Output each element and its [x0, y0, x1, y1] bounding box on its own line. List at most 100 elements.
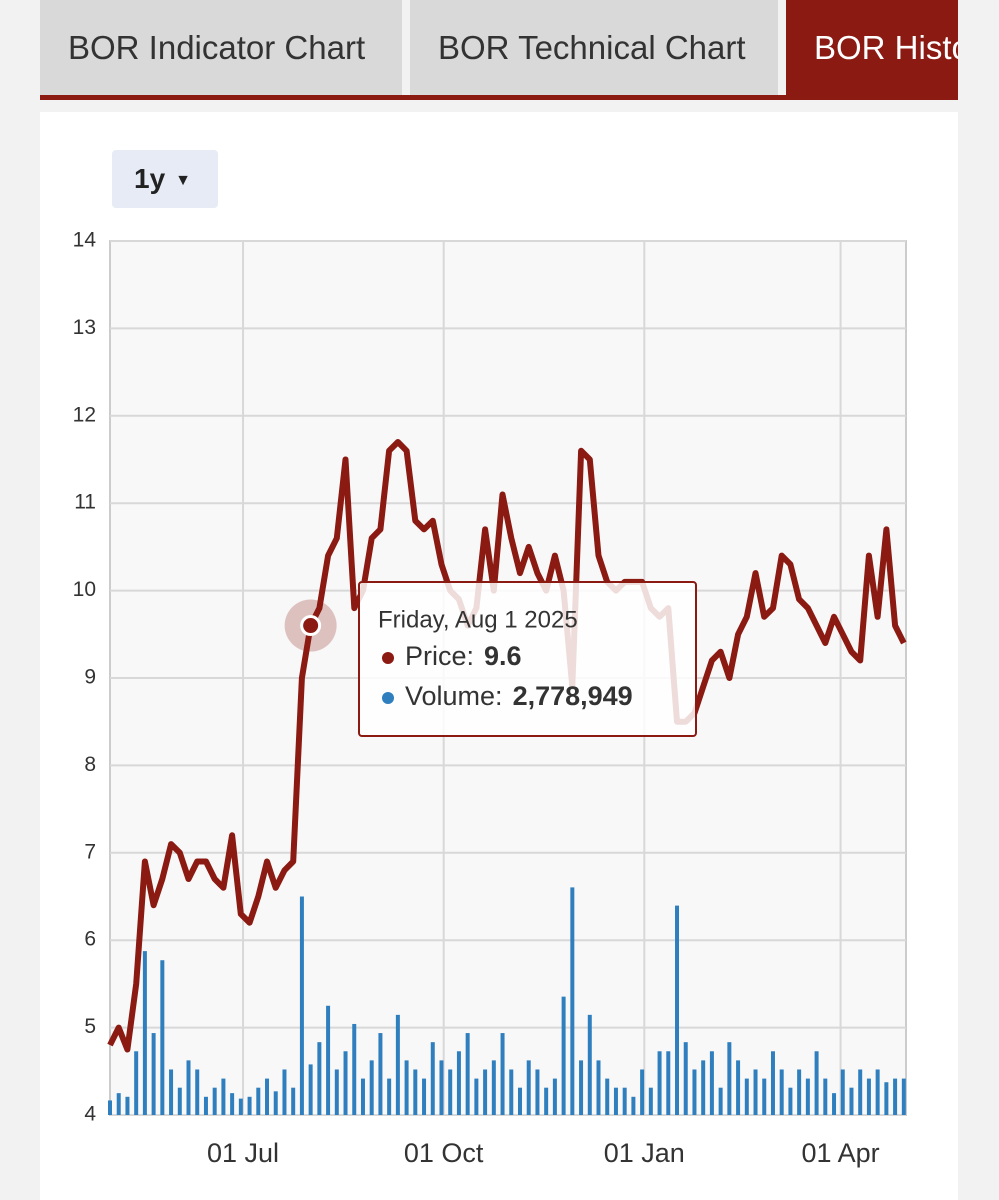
price-line [107, 439, 907, 1053]
volume-bar [317, 1042, 322, 1115]
volume-bar [387, 1078, 392, 1115]
volume-bar [134, 1051, 139, 1115]
volume-bar [456, 1051, 461, 1115]
volume-bar [186, 1060, 191, 1115]
tooltip-label: Volume: [405, 681, 503, 711]
volume-bar [360, 1078, 365, 1115]
volume-bar [657, 1051, 662, 1115]
volume-bar [893, 1078, 898, 1115]
tab-active[interactable]: BOR Histo [786, 0, 958, 95]
volume-bar [570, 887, 575, 1115]
volume-bar [832, 1093, 837, 1115]
volume-bar [709, 1051, 714, 1115]
volume-bar [291, 1087, 296, 1115]
volume-bar [701, 1060, 706, 1115]
volume-bar [692, 1069, 697, 1115]
volume-bar [744, 1078, 749, 1115]
volume-bar [378, 1033, 383, 1115]
volume-bar [256, 1087, 261, 1115]
volume-bar [177, 1087, 182, 1115]
tooltip: Friday, Aug 1 2025 Price: 9.6 Volume: 2,778,… [358, 581, 697, 737]
volume-bar [108, 1100, 112, 1115]
volume-bar [640, 1069, 645, 1115]
volume-bar [439, 1060, 444, 1115]
volume-bar [465, 1033, 470, 1115]
volume-bar [727, 1042, 732, 1115]
volume-bar [858, 1069, 863, 1115]
volume-bar [326, 1005, 331, 1115]
tooltip-value: 9.6 [484, 641, 522, 671]
volume-bar [805, 1078, 810, 1115]
y-tick-label: 14 [73, 229, 97, 252]
range-button[interactable]: 1y ▼ [112, 150, 218, 208]
volume-bar [666, 1051, 671, 1115]
y-tick-label: 12 [73, 403, 96, 426]
volume-bar [535, 1069, 540, 1115]
volume-bar [483, 1069, 488, 1115]
volume-bar [343, 1051, 348, 1115]
volume-bar [718, 1087, 723, 1115]
volume-bar [544, 1087, 549, 1115]
volume-bar [762, 1078, 767, 1115]
volume-bar [238, 1098, 243, 1115]
dropdown-arrow: ▼ [175, 171, 191, 189]
volume-bar [160, 960, 165, 1115]
tooltip-date: Friday, Aug 1 2025 [378, 606, 578, 633]
hover-point [300, 615, 322, 637]
tooltip-label: Price: [405, 641, 474, 671]
tab[interactable]: BOR Technical Chart [410, 0, 778, 95]
volume-bar [753, 1069, 758, 1115]
volume-bar [265, 1078, 270, 1115]
range-label: 1y [134, 163, 166, 194]
volume-bar [840, 1069, 845, 1115]
volume-bar [561, 996, 566, 1115]
volume-bar [683, 1042, 688, 1115]
volume-bar [788, 1087, 793, 1115]
volume-bar [116, 1093, 121, 1115]
tab-underline [40, 95, 958, 100]
volume-bar [814, 1051, 819, 1115]
volume-bar [308, 1064, 313, 1115]
volume-bar [273, 1091, 278, 1115]
tooltip-box [358, 581, 697, 737]
volume-bar [622, 1087, 627, 1115]
volume-bar [823, 1078, 828, 1115]
y-tick-label: 9 [84, 666, 96, 689]
y-tick-label: 13 [73, 316, 96, 339]
volume-bar [395, 1014, 400, 1115]
y-tick-label: 8 [84, 753, 96, 776]
tooltip-row: Price: 9.6 [405, 641, 522, 671]
volume-bar [884, 1082, 889, 1115]
volume-bar [221, 1078, 226, 1115]
volume-bar [605, 1078, 610, 1115]
volume-bar [203, 1096, 208, 1115]
y-tick-label: 4 [84, 1103, 96, 1126]
volume-bar [413, 1069, 418, 1115]
volume-bar [247, 1096, 252, 1115]
volume-bar [631, 1096, 636, 1115]
volume-bar [404, 1060, 409, 1115]
volume-bar [334, 1069, 339, 1115]
volume-bar [517, 1087, 522, 1115]
volume-bar [613, 1087, 618, 1115]
volume-bar [212, 1087, 217, 1115]
volume-bar [151, 1033, 156, 1115]
volume-bar [770, 1051, 775, 1115]
volume-bar [579, 1060, 584, 1115]
volume-bar [866, 1078, 871, 1115]
y-tick-label: 11 [74, 491, 96, 514]
volume-bar [299, 896, 304, 1115]
volume-bar [675, 905, 680, 1115]
tooltip-dot [382, 692, 394, 704]
volume-bar [797, 1069, 802, 1115]
volume-bar [491, 1060, 496, 1115]
volume-bar [901, 1078, 906, 1115]
tooltip-value: 2,778,949 [513, 681, 633, 711]
volume-bar [282, 1069, 287, 1115]
tab[interactable]: BOR Indicator Chart [40, 0, 402, 95]
volume-bar [596, 1060, 601, 1115]
volume-bar [509, 1069, 514, 1115]
x-tick-label: 01 Jul [207, 1138, 279, 1168]
volume-bar [125, 1096, 130, 1115]
